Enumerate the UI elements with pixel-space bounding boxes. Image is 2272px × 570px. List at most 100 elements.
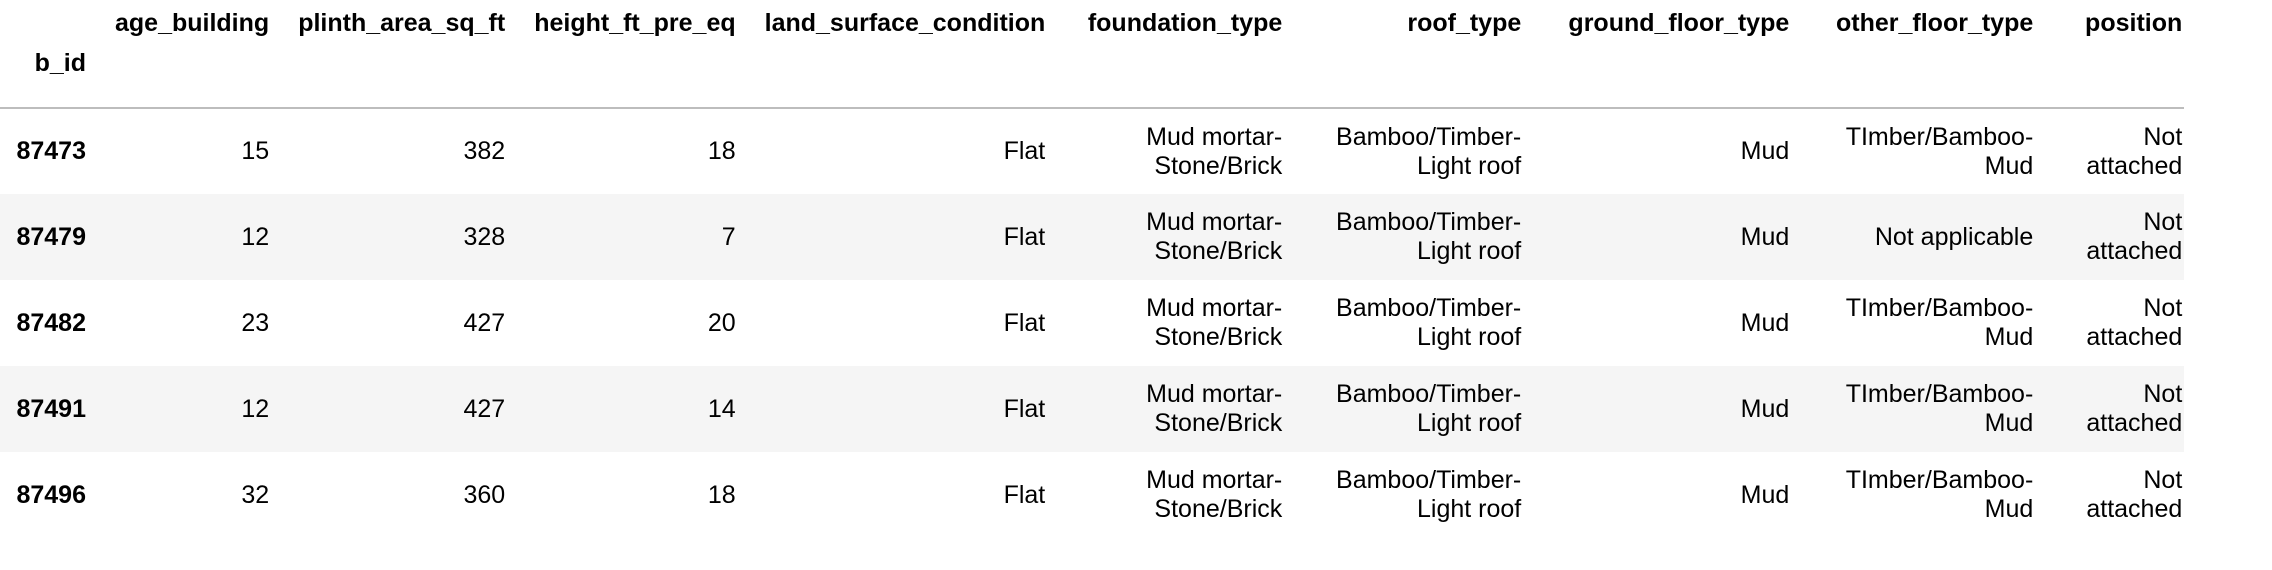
cell-roof-type: Bamboo/Timber-Light roof: [1282, 366, 1521, 452]
cell-land-surface-condition: Flat: [1003, 222, 1046, 251]
index-name-filler: [2033, 46, 2185, 109]
cell-land-surface-condition: Flat: [1003, 394, 1046, 423]
index-corner-cell: [0, 0, 86, 46]
cell-height-ft-pre-eq: 20: [707, 308, 736, 337]
cell-foundation-type: Mud mortar-Stone/Brick: [1045, 194, 1282, 280]
cell-other-floor-type: TImber/Bamboo-Mud: [1789, 280, 2034, 366]
column-header-other-floor-type: other_floor_type: [1836, 9, 2034, 37]
cell-foundation-type: Mud mortar-Stone/Brick: [1045, 280, 1282, 366]
cell-position: Not attached: [2033, 280, 2184, 366]
column-names-row: age_building plinth_area_sq_ft height_ft…: [0, 0, 2184, 46]
cell-other-floor-type: TImber/Bamboo-Mud: [1789, 108, 2034, 194]
cell-position-text: Not attached: [2086, 208, 2183, 265]
cell-roof-type: Bamboo/Timber-Light roof: [1282, 280, 1521, 366]
cell-foundation-type: Mud mortar-Stone/Brick: [1045, 452, 1282, 538]
cell-roof-type-text: Bamboo/Timber-Light roof: [1336, 208, 1522, 265]
cell-age-building: 32: [241, 480, 270, 509]
row-index-cell: 87491: [16, 394, 86, 423]
cell-plinth-area-sq-ft: 427: [463, 394, 506, 423]
cell-other-floor-type: TImber/Bamboo-Mud: [1789, 452, 2034, 538]
cell-position: Not attached: [2033, 108, 2184, 194]
column-header-ground-floor-type: ground_floor_type: [1568, 9, 1790, 37]
cell-foundation-type-text: Mud mortar-Stone/Brick: [1146, 122, 1283, 180]
cell-other-floor-type-text: TImber/Bamboo-Mud: [1845, 122, 2034, 180]
table-row: 87496 32 360 18 Flat Mud mortar-Stone/Br…: [0, 452, 2184, 538]
cell-roof-type-text: Bamboo/Timber-Light roof: [1336, 122, 1522, 180]
column-header-foundation-type: foundation_type: [1087, 9, 1283, 37]
cell-age-building: 15: [241, 137, 270, 165]
cell-height-ft-pre-eq: 18: [707, 137, 736, 165]
cell-height-ft-pre-eq: 7: [721, 222, 736, 251]
table-row: 87491 12 427 14 Flat Mud mortar-Stone/Br…: [0, 366, 2185, 452]
table-row: 87473 15 382 18 Flat Mud mortar-Stone/Br…: [0, 108, 2184, 194]
cell-position-text: Not attached: [2086, 294, 2183, 351]
cell-other-floor-type-text: Not applicable: [1874, 222, 2034, 251]
row-index-cell: 87496: [16, 480, 86, 509]
cell-position-text: Not attached: [2086, 122, 2183, 180]
cell-plinth-area-sq-ft: 427: [463, 308, 506, 337]
cell-plinth-area-sq-ft: 360: [463, 480, 506, 509]
cell-other-floor-type: TImber/Bamboo-Mud: [1789, 366, 2034, 452]
index-name-filler: [1789, 46, 2034, 109]
index-name-filler: [505, 46, 736, 109]
column-header-roof-type: roof_type: [1407, 9, 1522, 37]
cell-age-building: 12: [241, 222, 270, 251]
column-header-position: position: [2085, 9, 2183, 37]
cell-roof-type-text: Bamboo/Timber-Light roof: [1336, 466, 1522, 523]
cell-foundation-type-text: Mud mortar-Stone/Brick: [1146, 380, 1283, 437]
index-name-filler: [86, 46, 270, 109]
cell-other-floor-type-text: TImber/Bamboo-Mud: [1845, 294, 2034, 351]
cell-foundation-type-text: Mud mortar-Stone/Brick: [1146, 208, 1283, 265]
table-header: age_building plinth_area_sq_ft height_ft…: [0, 0, 2185, 109]
cell-position: Not attached: [2033, 452, 2184, 538]
cell-foundation-type-text: Mud mortar-Stone/Brick: [1146, 294, 1283, 351]
index-name-header: b_id: [0, 46, 86, 109]
index-name-filler: [269, 46, 506, 109]
row-index-cell: 87482: [16, 308, 86, 337]
cell-ground-floor-type: Mud: [1740, 394, 1790, 423]
cell-height-ft-pre-eq: 14: [707, 394, 736, 423]
index-name-filler: [1282, 46, 1522, 109]
column-header-land-surface-condition: land_surface_condition: [764, 9, 1046, 37]
index-name-filler: [1521, 46, 1790, 109]
cell-roof-type-text: Bamboo/Timber-Light roof: [1336, 380, 1522, 437]
cell-height-ft-pre-eq: 18: [707, 480, 736, 509]
index-name-filler: [1045, 46, 1283, 109]
cell-land-surface-condition: Flat: [1003, 137, 1046, 165]
cell-position-text: Not attached: [2086, 380, 2183, 437]
cell-ground-floor-type: Mud: [1740, 480, 1790, 509]
cell-position-text: Not attached: [2086, 466, 2183, 523]
dataframe-table: age_building plinth_area_sq_ft height_ft…: [0, 0, 2185, 538]
column-header-age-building: age_building: [115, 9, 270, 37]
cell-land-surface-condition: Flat: [1003, 308, 1046, 337]
cell-age-building: 23: [241, 308, 270, 337]
cell-other-floor-type-text: TImber/Bamboo-Mud: [1845, 380, 2034, 437]
cell-ground-floor-type: Mud: [1740, 137, 1790, 165]
column-header-height-ft-pre-eq: height_ft_pre_eq: [534, 9, 736, 37]
cell-age-building: 12: [241, 394, 270, 423]
cell-position: Not attached: [2033, 194, 2184, 280]
table-row: 87479 12 328 7 Flat Mud mortar-Stone/Bri…: [0, 194, 2185, 280]
index-name-row: b_id: [0, 46, 2185, 109]
cell-land-surface-condition: Flat: [1003, 480, 1046, 509]
cell-foundation-type: Mud mortar-Stone/Brick: [1045, 108, 1282, 194]
index-name-filler: [735, 46, 1046, 109]
column-header-plinth-area-sq-ft: plinth_area_sq_ft: [298, 9, 506, 37]
table-body: 87473 15 382 18 Flat Mud mortar-Stone/Br…: [0, 108, 2185, 538]
cell-foundation-type: Mud mortar-Stone/Brick: [1045, 366, 1282, 452]
cell-ground-floor-type: Mud: [1740, 222, 1790, 251]
cell-plinth-area-sq-ft: 328: [463, 222, 506, 251]
cell-position: Not attached: [2033, 366, 2184, 452]
row-index-cell: 87473: [16, 137, 86, 165]
cell-roof-type: Bamboo/Timber-Light roof: [1282, 108, 1521, 194]
row-index-cell: 87479: [16, 222, 86, 251]
cell-plinth-area-sq-ft: 382: [463, 137, 506, 165]
cell-roof-type: Bamboo/Timber-Light roof: [1282, 452, 1521, 538]
table-row: 87482 23 427 20 Flat Mud mortar-Stone/Br…: [0, 280, 2184, 366]
cell-roof-type: Bamboo/Timber-Light roof: [1282, 194, 1521, 280]
cell-roof-type-text: Bamboo/Timber-Light roof: [1336, 294, 1522, 351]
cell-other-floor-type: Not applicable: [1789, 194, 2033, 280]
cell-ground-floor-type: Mud: [1740, 308, 1790, 337]
cell-foundation-type-text: Mud mortar-Stone/Brick: [1146, 466, 1283, 523]
